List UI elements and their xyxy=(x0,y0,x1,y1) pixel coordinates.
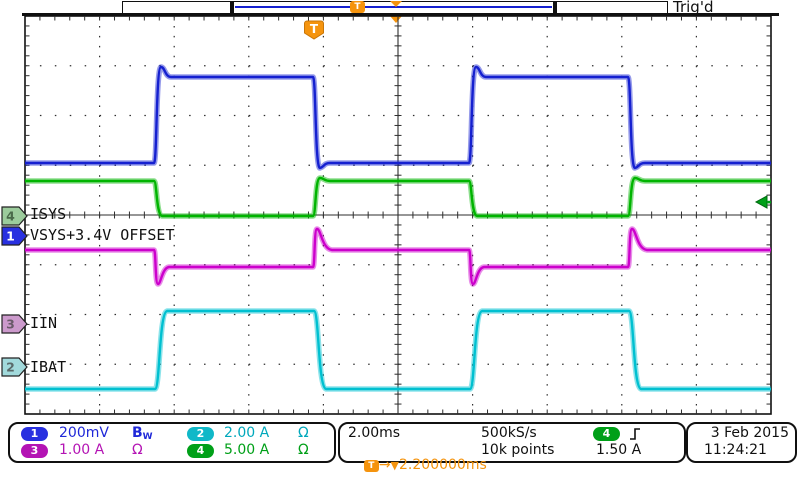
trigger-position-flag-label: T xyxy=(310,22,319,36)
datetime-box: 3 Feb 2015 11:24:21 xyxy=(686,422,797,463)
time-readout: 11:24:21 xyxy=(704,442,767,458)
record-waveform-preview xyxy=(235,6,552,8)
graticule xyxy=(24,15,772,415)
ch4-scale: 5.00 A xyxy=(224,442,270,458)
record-window-left-bracket[interactable] xyxy=(230,1,234,14)
channel-badge-number: 3 xyxy=(6,317,15,332)
timebase-readout[interactable]: 2.00ms xyxy=(348,425,401,441)
trace-vsys+3.4v offset xyxy=(25,65,771,170)
ch3-scale: 1.00 A xyxy=(59,442,105,458)
record-trigger-t-icon: T xyxy=(350,1,365,13)
ch2-scale: 2.00 A xyxy=(224,425,270,441)
ch2-pill[interactable]: 2 xyxy=(187,427,214,441)
channel4-position-badge[interactable]: 4 xyxy=(1,206,28,226)
record-expansion-point-icon xyxy=(390,1,402,7)
vertical-readouts-box: 1 200mV BW 2 2.00 A Ω 3 1.00 A Ω 4 5.00 … xyxy=(8,422,336,463)
trigger-source-pill[interactable]: 4 xyxy=(593,427,620,441)
channel4-label: ISYS xyxy=(30,205,67,223)
ch3-impedance: Ω xyxy=(132,442,143,458)
trigger-level-readout[interactable]: 1.50 A xyxy=(596,442,642,458)
topbar-separator xyxy=(22,13,779,16)
trigger-delay-readout[interactable]: T →▼2.200000ms xyxy=(346,443,487,488)
record-length-readout: 10k points xyxy=(481,442,555,458)
channel1-position-badge[interactable]: 1 xyxy=(1,226,28,246)
ch4-impedance: Ω xyxy=(298,442,309,458)
channel2-label: IBAT xyxy=(30,358,67,376)
ch4-pill[interactable]: 4 xyxy=(187,444,214,458)
ch3-pill[interactable]: 3 xyxy=(21,444,48,458)
trace-ibat xyxy=(25,309,771,391)
rising-edge-icon xyxy=(630,428,640,440)
channel1-label: VSYS+3.4V OFFSET xyxy=(30,226,175,244)
ch1-bandwidth-icon: BW xyxy=(132,425,153,443)
trigger-level-arrow[interactable] xyxy=(754,195,771,209)
waveform-traces xyxy=(25,64,771,392)
ch2-impedance: Ω xyxy=(298,425,309,441)
trigger-status: Trig'd xyxy=(673,0,714,16)
trace-iin xyxy=(25,227,771,286)
channel-badge-number: 1 xyxy=(6,229,15,244)
channel2-position-badge[interactable]: 2 xyxy=(1,357,28,377)
channel3-label: IIN xyxy=(30,314,58,332)
ch1-scale: 200mV xyxy=(59,425,109,441)
channel3-position-badge[interactable]: 3 xyxy=(1,314,28,334)
trigger-position-flag[interactable]: T xyxy=(304,20,324,40)
expansion-point-icon xyxy=(390,16,402,23)
record-window-right-bracket[interactable] xyxy=(553,1,557,14)
channel-badge-number: 2 xyxy=(6,360,15,375)
ch1-pill[interactable]: 1 xyxy=(21,427,48,441)
trace-isys xyxy=(25,176,771,218)
date-readout: 3 Feb 2015 xyxy=(710,425,789,441)
channel-badge-number: 4 xyxy=(6,209,15,224)
delay-trigger-t-icon: T xyxy=(363,460,379,472)
sample-rate-readout: 500kS/s xyxy=(481,425,537,441)
horizontal-trigger-readouts-box: 2.00ms 500kS/s 4 T →▼2.200000ms 10k point… xyxy=(338,422,686,473)
